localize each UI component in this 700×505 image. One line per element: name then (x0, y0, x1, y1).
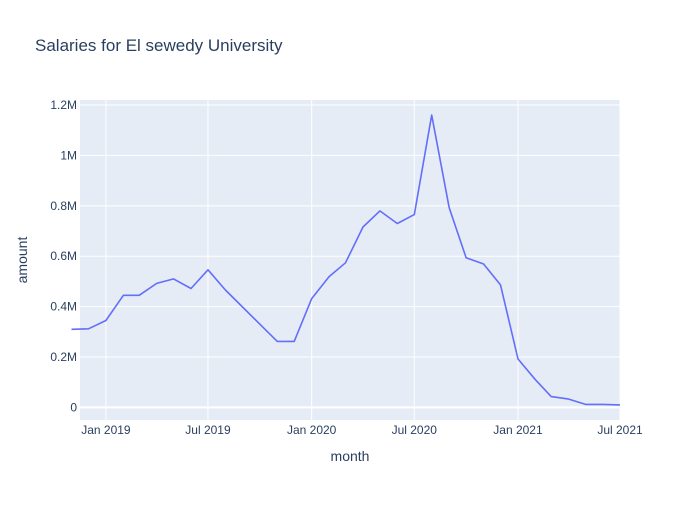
x-tick-label: Jul 2020 (392, 423, 438, 437)
x-tick-label: Jan 2019 (81, 423, 131, 437)
x-tick-label: Jul 2021 (597, 423, 643, 437)
y-tick-label: 0.4M (50, 300, 77, 314)
y-tick-label: 0 (70, 400, 77, 414)
x-tick-label: Jan 2021 (493, 423, 543, 437)
y-tick-label: 0.6M (50, 249, 77, 263)
y-tick-label: 1.2M (50, 98, 77, 112)
y-tick-label: 0.2M (50, 350, 77, 364)
x-tick-label: Jan 2020 (287, 423, 337, 437)
x-axis-label: month (331, 448, 370, 464)
y-tick-label: 1M (60, 148, 77, 162)
x-tick-label: Jul 2019 (185, 423, 231, 437)
plot-area (80, 100, 620, 420)
y-axis-label: amount (14, 237, 30, 284)
y-tick-label: 0.8M (50, 199, 77, 213)
chart-title: Salaries for El sewedy University (35, 36, 283, 55)
